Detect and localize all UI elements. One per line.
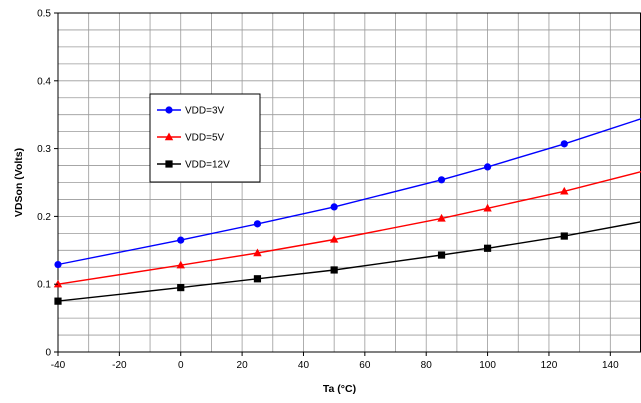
data-point (253, 220, 262, 228)
series-layer (53, 118, 641, 305)
data-point (560, 140, 568, 148)
legend-marker (165, 106, 173, 114)
x-tick-label: 140 (602, 360, 619, 371)
grid (57, 12, 641, 353)
y-tick-label: 0.4 (37, 76, 51, 87)
x-axis-ticks: -40 -20 0 20 40 60 80 100 120 140 (51, 352, 619, 371)
y-axis-ticks: 0 0.1 0.2 0.3 0.4 0.5 (37, 9, 58, 359)
legend-marker (165, 160, 173, 168)
x-tick-label: 20 (237, 360, 249, 371)
data-point (437, 176, 446, 184)
x-tick-label: 100 (479, 360, 496, 371)
y-tick-label: 0 (45, 348, 51, 359)
data-point (330, 203, 338, 211)
x-tick-label: 80 (421, 360, 433, 371)
data-point (54, 297, 62, 305)
x-tick-label: 60 (359, 360, 371, 371)
legend-label: VDD=5V (185, 133, 225, 144)
series-line (57, 171, 641, 285)
legend: VDD=3V VDD=5V VDD=12V (149, 93, 261, 183)
data-point (560, 232, 568, 240)
data-point (54, 260, 62, 269)
data-point (329, 234, 339, 243)
data-point (560, 186, 569, 195)
legend-item: VDD=3V (157, 106, 225, 117)
x-tick-label: 0 (178, 360, 184, 371)
x-axis-title: Ta (°C) (323, 383, 356, 395)
series-vdd-12v (54, 221, 641, 305)
data-point (437, 213, 446, 222)
x-tick-label: 40 (298, 360, 310, 371)
legend-label: VDD=12V (185, 160, 230, 171)
y-tick-label: 0.5 (37, 9, 51, 20)
y-tick-label: 0.3 (37, 144, 51, 155)
x-tick-label: 120 (541, 360, 558, 371)
legend-label: VDD=3V (185, 106, 225, 117)
data-point (253, 275, 262, 283)
y-tick-label: 0.2 (37, 212, 51, 223)
legend-item: VDD=12V (157, 160, 230, 171)
series-vdd-3v (54, 118, 641, 269)
data-point (330, 266, 338, 274)
data-point (53, 279, 63, 288)
data-point (483, 203, 492, 212)
data-point (177, 236, 185, 244)
data-point (483, 163, 492, 171)
x-tick-label: -20 (112, 360, 127, 371)
legend-marker (164, 132, 174, 141)
y-axis-title: VDSon (Volts) (13, 148, 25, 217)
series-line (57, 118, 641, 266)
data-point (483, 244, 492, 252)
data-point (253, 248, 262, 257)
data-point (177, 283, 185, 292)
y-tick-label: 0.1 (37, 280, 51, 291)
x-tick-label: -40 (51, 360, 66, 371)
series-vdd-5v (53, 171, 641, 288)
series-line (57, 221, 641, 302)
data-point (176, 260, 185, 269)
data-point (437, 251, 446, 259)
legend-item: VDD=5V (157, 132, 225, 144)
